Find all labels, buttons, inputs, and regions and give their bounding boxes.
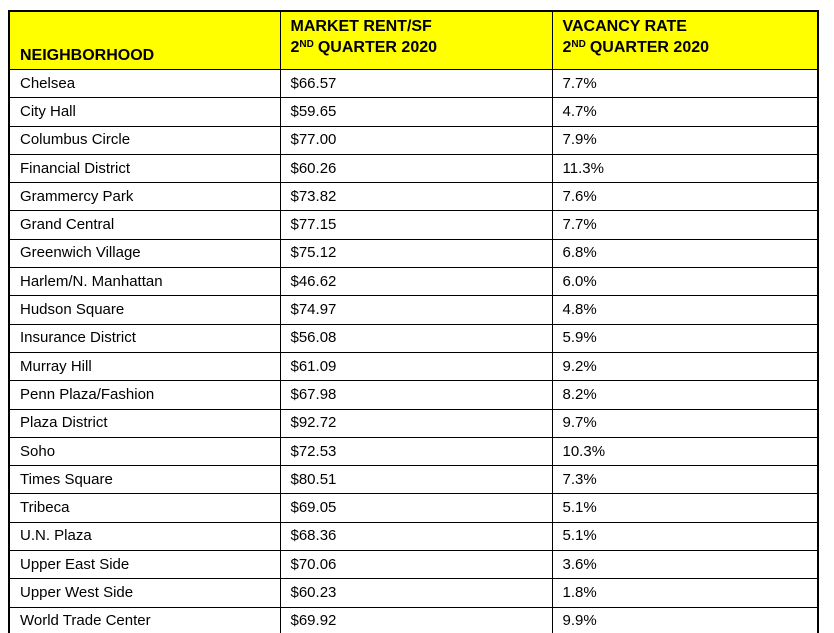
neighborhood-cell: Murray Hill xyxy=(8,351,281,382)
table-row: Grand Central $77.15 7.7% xyxy=(8,210,819,240)
market-rent-header-line1: MARKET RENT/SF xyxy=(290,18,432,35)
rent-cell: $66.57 xyxy=(279,68,553,99)
market-rent-header-quarter-num: 2 xyxy=(290,39,300,56)
neighborhood-cell: Tribeca xyxy=(8,493,281,523)
vacancy-cell: 7.6% xyxy=(551,182,819,212)
rent-cell: $69.92 xyxy=(279,606,553,633)
neighborhood-cell: Columbus Circle xyxy=(8,125,281,155)
neighborhood-cell: Greenwich Village xyxy=(8,238,281,269)
table-row: Tribeca $69.05 5.1% xyxy=(8,493,819,523)
rent-cell: $46.62 xyxy=(279,267,553,297)
neighborhood-cell: Hudson Square xyxy=(8,295,281,325)
neighborhood-cell: Plaza District xyxy=(8,408,281,438)
vacancy-cell: 8.2% xyxy=(551,380,819,410)
market-rent-header-quarter-rest: QUARTER 2020 xyxy=(317,39,438,56)
neighborhood-cell: Times Square xyxy=(8,465,281,495)
vacancy-cell: 5.9% xyxy=(551,323,819,353)
table-row: Insurance District $56.08 5.9% xyxy=(8,323,819,353)
rent-cell: $60.23 xyxy=(279,578,553,608)
vacancy-cell: 4.8% xyxy=(551,295,819,325)
table-row: Financial District $60.26 11.3% xyxy=(8,153,819,184)
rent-cell: $77.15 xyxy=(279,210,553,240)
vacancy-cell: 11.3% xyxy=(551,153,819,184)
table-row: Plaza District $92.72 9.7% xyxy=(8,408,819,438)
vacancy-cell: 6.8% xyxy=(551,238,819,269)
table-row: City Hall $59.65 4.7% xyxy=(8,97,819,127)
neighborhood-cell: Upper East Side xyxy=(8,550,281,580)
rent-cell: $73.82 xyxy=(279,182,553,212)
rent-cell: $80.51 xyxy=(279,465,553,495)
vacancy-cell: 5.1% xyxy=(551,493,819,523)
neighborhood-cell: Soho xyxy=(8,436,281,467)
table-row: Harlem/N. Manhattan $46.62 6.0% xyxy=(8,267,819,297)
vacancy-cell: 9.2% xyxy=(551,351,819,382)
rent-cell: $56.08 xyxy=(279,323,553,353)
neighborhood-cell: Grammercy Park xyxy=(8,182,281,212)
rent-cell: $67.98 xyxy=(279,380,553,410)
rent-cell: $74.97 xyxy=(279,295,553,325)
rent-cell: $69.05 xyxy=(279,493,553,523)
vacancy-cell: 7.3% xyxy=(551,465,819,495)
vacancy-rate-header-line1: VACANCY RATE xyxy=(562,18,687,35)
vacancy-rate-header-quarter-sup: ND xyxy=(571,39,586,50)
rent-cell: $61.09 xyxy=(279,351,553,382)
vacancy-cell: 9.7% xyxy=(551,408,819,438)
neighborhood-cell: Penn Plaza/Fashion xyxy=(8,380,281,410)
table-row: Penn Plaza/Fashion $67.98 8.2% xyxy=(8,380,819,410)
table-container: NEIGHBORHOOD MARKET RENT/SF 2ND QUARTER 2… xyxy=(8,10,819,633)
table-row: U.N. Plaza $68.36 5.1% xyxy=(8,521,819,552)
rent-cell: $72.53 xyxy=(279,436,553,467)
neighborhood-cell: City Hall xyxy=(8,97,281,127)
rent-cell: $60.26 xyxy=(279,153,553,184)
neighborhood-cell: U.N. Plaza xyxy=(8,521,281,552)
neighborhood-cell: Grand Central xyxy=(8,210,281,240)
rent-cell: $75.12 xyxy=(279,238,553,269)
column-header-vacancy-rate: VACANCY RATE 2ND QUARTER 2020 xyxy=(551,10,819,70)
table-row: Upper West Side $60.23 1.8% xyxy=(8,578,819,608)
vacancy-cell: 6.0% xyxy=(551,267,819,297)
rent-cell: $68.36 xyxy=(279,521,553,552)
rent-vacancy-table: NEIGHBORHOOD MARKET RENT/SF 2ND QUARTER 2… xyxy=(8,10,819,633)
vacancy-cell: 4.7% xyxy=(551,97,819,127)
vacancy-cell: 7.7% xyxy=(551,68,819,99)
rent-cell: $77.00 xyxy=(279,125,553,155)
table-row: Chelsea $66.57 7.7% xyxy=(8,68,819,99)
table-row: Grammercy Park $73.82 7.6% xyxy=(8,182,819,212)
column-header-neighborhood: NEIGHBORHOOD xyxy=(8,10,281,70)
vacancy-rate-header-quarter-rest: QUARTER 2020 xyxy=(589,39,710,56)
vacancy-cell: 10.3% xyxy=(551,436,819,467)
neighborhood-cell: Insurance District xyxy=(8,323,281,353)
table-row: Times Square $80.51 7.3% xyxy=(8,465,819,495)
neighborhood-cell: Chelsea xyxy=(8,68,281,99)
table-row: Soho $72.53 10.3% xyxy=(8,436,819,467)
table-row: Greenwich Village $75.12 6.8% xyxy=(8,238,819,269)
neighborhood-cell: Upper West Side xyxy=(8,578,281,608)
table-row: Hudson Square $74.97 4.8% xyxy=(8,295,819,325)
vacancy-cell: 3.6% xyxy=(551,550,819,580)
vacancy-cell: 7.7% xyxy=(551,210,819,240)
rent-cell: $59.65 xyxy=(279,97,553,127)
neighborhood-cell: Harlem/N. Manhattan xyxy=(8,267,281,297)
vacancy-cell: 5.1% xyxy=(551,521,819,552)
table-row: World Trade Center $69.92 9.9% xyxy=(8,606,819,633)
market-rent-header-quarter-sup: ND xyxy=(299,39,314,50)
table-row: Upper East Side $70.06 3.6% xyxy=(8,550,819,580)
neighborhood-cell: Financial District xyxy=(8,153,281,184)
rent-cell: $70.06 xyxy=(279,550,553,580)
column-header-market-rent: MARKET RENT/SF 2ND QUARTER 2020 xyxy=(279,10,553,70)
table-row: Murray Hill $61.09 9.2% xyxy=(8,351,819,382)
neighborhood-cell: World Trade Center xyxy=(8,606,281,633)
vacancy-cell: 7.9% xyxy=(551,125,819,155)
vacancy-rate-header-quarter-num: 2 xyxy=(562,39,572,56)
table-header: NEIGHBORHOOD MARKET RENT/SF 2ND QUARTER 2… xyxy=(8,10,819,70)
header-row: NEIGHBORHOOD MARKET RENT/SF 2ND QUARTER 2… xyxy=(8,10,819,70)
vacancy-cell: 9.9% xyxy=(551,606,819,633)
table-body: Chelsea $66.57 7.7% City Hall $59.65 4.7… xyxy=(8,68,819,633)
table-row: Columbus Circle $77.00 7.9% xyxy=(8,125,819,155)
rent-cell: $92.72 xyxy=(279,408,553,438)
vacancy-cell: 1.8% xyxy=(551,578,819,608)
